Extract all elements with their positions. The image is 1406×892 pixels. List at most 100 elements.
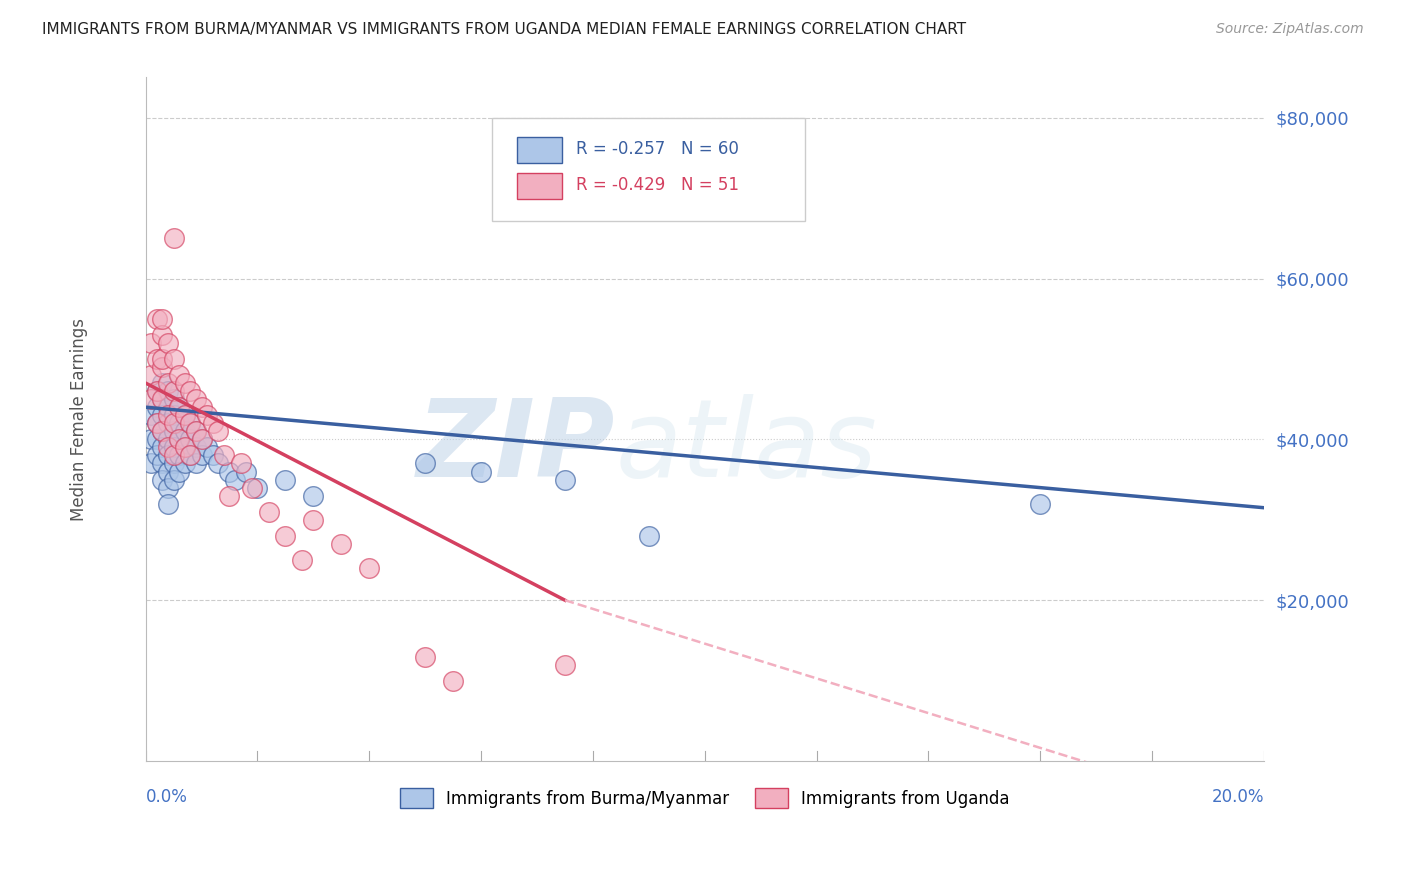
Point [274, 473, 297, 487]
Point [195, 409, 218, 423]
Point [152, 311, 174, 326]
Point [201, 449, 224, 463]
Point [152, 392, 174, 406]
Point [212, 449, 235, 463]
Point [167, 400, 190, 414]
Point [146, 384, 169, 398]
Point [167, 417, 190, 431]
Point [156, 465, 179, 479]
Point [218, 465, 240, 479]
Point [441, 673, 464, 688]
Point [190, 433, 212, 447]
Point [146, 351, 169, 366]
Point [162, 425, 184, 439]
Point [184, 392, 207, 406]
Text: 20.0%: 20.0% [1212, 789, 1264, 806]
Point [190, 400, 212, 414]
FancyBboxPatch shape [492, 119, 806, 221]
Point [291, 553, 314, 567]
Point [179, 417, 201, 431]
Point [184, 441, 207, 455]
Point [167, 433, 190, 447]
Point [146, 400, 169, 414]
Point [146, 311, 169, 326]
Point [413, 457, 436, 471]
Point [302, 489, 325, 503]
Point [184, 457, 207, 471]
Point [184, 425, 207, 439]
Point [152, 327, 174, 342]
Point [162, 473, 184, 487]
Point [330, 537, 353, 551]
Point [224, 473, 246, 487]
Point [156, 449, 179, 463]
Point [156, 335, 179, 350]
Point [195, 441, 218, 455]
Point [141, 392, 163, 406]
Point [162, 457, 184, 471]
Point [179, 417, 201, 431]
Point [173, 409, 195, 423]
Point [218, 489, 240, 503]
Point [240, 481, 263, 495]
Point [554, 473, 576, 487]
Point [257, 505, 280, 519]
Point [638, 529, 661, 543]
Point [152, 376, 174, 390]
Point [184, 425, 207, 439]
Point [229, 457, 252, 471]
Point [179, 433, 201, 447]
Point [162, 384, 184, 398]
Point [302, 513, 325, 527]
Point [146, 433, 169, 447]
Point [173, 425, 195, 439]
Point [141, 457, 163, 471]
Point [162, 351, 184, 366]
FancyBboxPatch shape [517, 136, 561, 163]
Point [470, 465, 492, 479]
Point [173, 376, 195, 390]
FancyBboxPatch shape [517, 173, 561, 199]
Point [152, 351, 174, 366]
Point [156, 441, 179, 455]
Point [274, 529, 297, 543]
Text: R = -0.257   N = 60: R = -0.257 N = 60 [576, 140, 740, 158]
Point [207, 425, 229, 439]
Point [162, 441, 184, 455]
Text: atlas: atlas [616, 394, 877, 500]
Point [173, 409, 195, 423]
Point [173, 457, 195, 471]
Text: Source: ZipAtlas.com: Source: ZipAtlas.com [1216, 22, 1364, 37]
Text: R = -0.429   N = 51: R = -0.429 N = 51 [576, 177, 740, 194]
Point [146, 384, 169, 398]
Point [179, 384, 201, 398]
Point [167, 433, 190, 447]
Point [152, 457, 174, 471]
Point [152, 392, 174, 406]
Text: Median Female Earnings: Median Female Earnings [69, 318, 87, 521]
Point [167, 465, 190, 479]
Point [152, 425, 174, 439]
Point [246, 481, 269, 495]
Text: ZIP: ZIP [418, 393, 616, 500]
Point [156, 376, 179, 390]
Point [179, 449, 201, 463]
Point [162, 231, 184, 245]
Point [179, 449, 201, 463]
Point [167, 400, 190, 414]
Point [162, 449, 184, 463]
Point [413, 649, 436, 664]
Point [235, 465, 257, 479]
Point [156, 497, 179, 511]
Point [152, 409, 174, 423]
Legend: Immigrants from Burma/Myanmar, Immigrants from Uganda: Immigrants from Burma/Myanmar, Immigrant… [394, 781, 1017, 814]
Point [207, 457, 229, 471]
Point [141, 368, 163, 382]
Point [152, 473, 174, 487]
Point [167, 368, 190, 382]
Point [190, 449, 212, 463]
Point [156, 417, 179, 431]
Point [162, 409, 184, 423]
Point [156, 481, 179, 495]
Point [141, 433, 163, 447]
